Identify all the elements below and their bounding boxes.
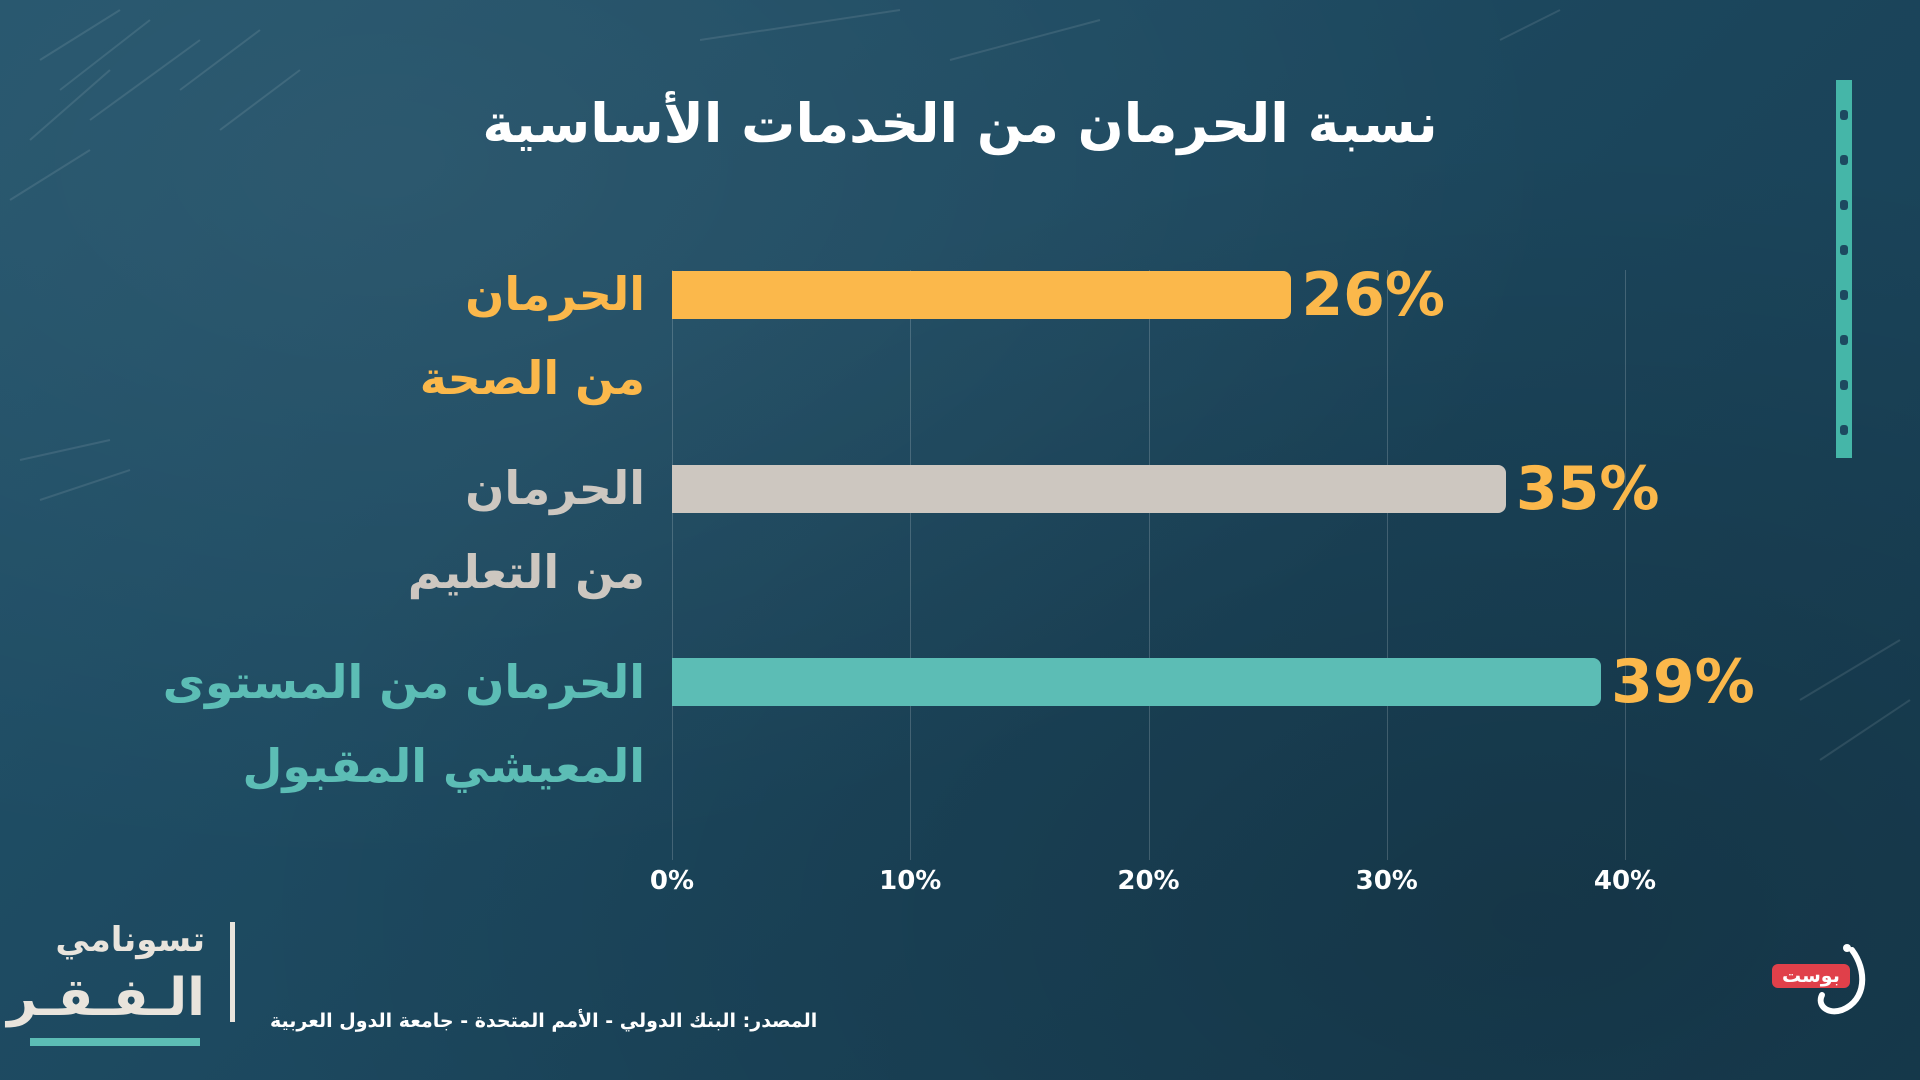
bar [672,271,1292,319]
source-note: المصدر: البنك الدولي - الأمم المتحدة - ج… [270,1010,818,1032]
category-label: الحرمان من المستوى المعيشي المقبول [162,655,645,793]
x-tick-label: 20% [1117,866,1180,896]
film-strip-decoration [1836,80,1852,458]
noon-post-logo: بوست [1772,940,1892,1020]
x-tick-label: 30% [1355,866,1418,896]
bar [672,465,1506,513]
gridline [1148,270,1150,860]
category-label: الحرمان من الصحة [419,267,645,405]
gridline [1625,270,1626,860]
noon-logo-icon [1817,944,1866,1015]
x-tick-label: 0% [649,866,695,896]
logo-line-2: الـفـقـر [7,968,205,1028]
tsunami-poverty-logo: تسونامي الـفـقـر [7,920,235,1046]
gridline [672,270,673,860]
bar [672,658,1602,706]
gridline [1386,270,1388,860]
bar-value-label: 39% [1611,647,1755,717]
post-badge: بوست [1772,964,1850,988]
gridline [910,270,912,860]
x-tick-label: 10% [879,866,942,896]
x-tick-label: 40% [1593,866,1657,896]
chart-title: نسبة الحرمان من الخدمات الأساسية [482,92,1438,155]
logo-line-1: تسونامي [55,920,205,960]
bar-value-label: 26% [1301,260,1446,330]
category-label: الحرمان من التعليم [407,461,645,599]
bar-value-label: 35% [1515,454,1660,524]
